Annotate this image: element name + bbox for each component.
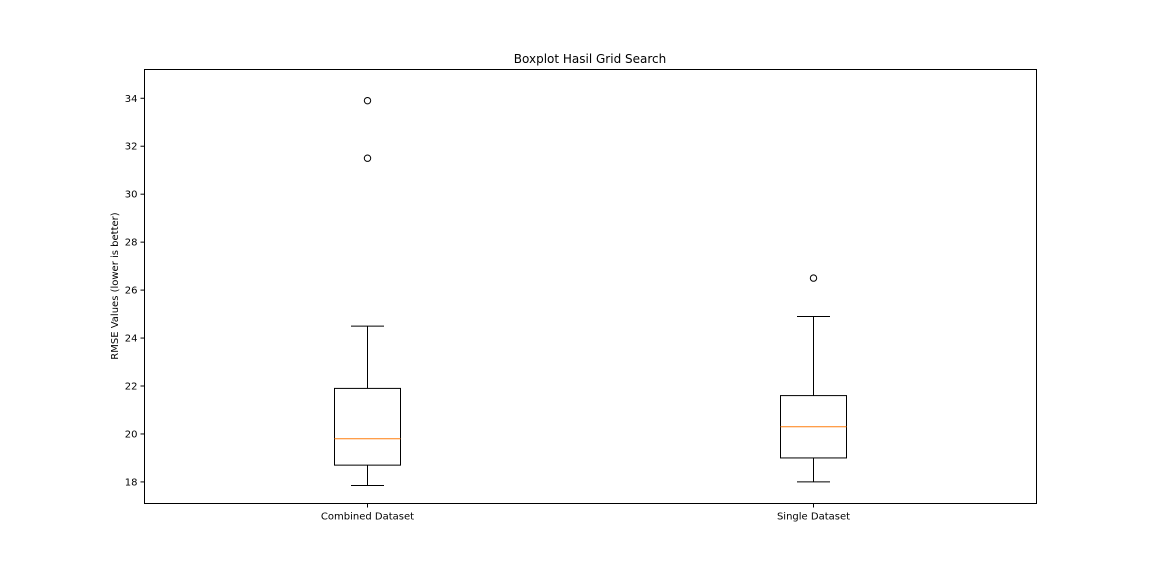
y-tick-label: 18 [125, 477, 138, 488]
x-tick-label: Single Dataset [777, 512, 850, 523]
outlier-point [363, 154, 372, 162]
outlier-point [809, 274, 818, 282]
y-tick-label: 34 [125, 94, 138, 105]
y-tick-label: 32 [125, 142, 138, 153]
y-tick-label: 22 [125, 382, 138, 393]
x-tick-label: Combined Dataset [321, 512, 414, 523]
outlier-point [363, 96, 372, 105]
box-iqr [334, 387, 401, 466]
y-axis-ticks: 18 20 22 24 26 28 30 32 34 [125, 94, 145, 488]
box-group [780, 274, 847, 483]
y-tick-label: 30 [125, 190, 138, 201]
plot-frame [144, 69, 1037, 504]
box-group [334, 96, 401, 487]
y-axis-label: RMSE Values (lower is better) [110, 212, 121, 359]
chart-title: Boxplot Hasil Grid Search [514, 52, 666, 66]
y-tick-label: 24 [125, 334, 138, 345]
y-tick-label: 28 [125, 238, 138, 249]
x-axis-ticks: Combined Dataset Single Dataset [321, 503, 850, 523]
y-tick-label: 26 [125, 286, 138, 297]
boxes [334, 96, 847, 487]
y-tick-label: 20 [125, 429, 138, 440]
